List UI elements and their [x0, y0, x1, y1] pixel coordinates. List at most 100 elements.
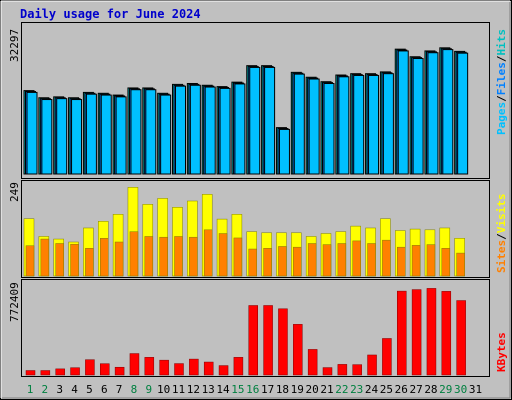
sites-bar-day-27 [411, 245, 421, 277]
pages-bar-day-1 [26, 91, 38, 175]
pages-bar-day-26 [397, 50, 409, 175]
pages-bar-day-21 [323, 82, 335, 175]
sites-bar-day-24 [367, 243, 376, 277]
day-label-8: 8 [131, 383, 138, 396]
kbytes-bar-day-3 [55, 368, 65, 376]
day-label-24: 24 [365, 383, 379, 396]
day-label-23: 23 [350, 383, 363, 396]
sites-bar-day-16 [248, 248, 257, 277]
day-label-27: 27 [409, 383, 422, 396]
sites-bar-day-19 [293, 246, 302, 277]
sites-bar-day-12 [189, 236, 198, 277]
pages-bar-day-20 [308, 78, 320, 175]
kbytes-panel-legend: KBytes [495, 332, 508, 372]
legend-hits: Hits [495, 29, 508, 56]
kbytes-bar-day-14 [218, 365, 229, 376]
pages-bar-day-12 [189, 84, 201, 175]
chart-title: Daily usage for June 2024 [20, 7, 201, 21]
kbytes-ymax-label: 772409 [8, 282, 21, 322]
sites-bar-day-23 [352, 240, 361, 277]
pages-bar-day-19 [293, 73, 305, 175]
day-label-21: 21 [320, 383, 333, 396]
sites-bar-day-3 [55, 243, 64, 277]
day-label-7: 7 [116, 383, 123, 396]
day-label-28: 28 [424, 383, 437, 396]
pages-bar-day-18 [278, 128, 290, 175]
pages-bar-day-14 [219, 87, 231, 175]
sites-bar-day-28 [426, 244, 436, 277]
sites-bar-day-5 [85, 248, 94, 277]
legend-sep-1: / [495, 95, 508, 102]
kbytes-bar-day-23 [352, 364, 362, 376]
sites-bar-day-15 [233, 237, 243, 277]
sites-bar-day-10 [159, 236, 168, 277]
visits-ymax-label: 249 [8, 182, 21, 202]
sites-bar-day-1 [25, 245, 35, 277]
day-label-10: 10 [157, 383, 170, 396]
pages-bar-day-4 [71, 99, 83, 175]
legend-files: Files [495, 62, 508, 95]
pages-bar-day-29 [442, 49, 454, 175]
legend-pages: Pages [495, 102, 508, 135]
legend-sep-3: / [495, 233, 508, 240]
day-label-26: 26 [395, 383, 408, 396]
day-label-30: 30 [454, 383, 467, 396]
kbytes-bar-day-5 [85, 359, 95, 376]
day-label-6: 6 [101, 383, 108, 396]
kbytes-bar-day-27 [411, 289, 422, 376]
day-labels: 1 2 3 4 5 6 7 8 9 10 11 12 13 14 15 16 17 18 19 20 21 22 23 24 2… [27, 383, 482, 396]
day-label-4: 4 [71, 383, 78, 396]
bars-layer [23, 47, 469, 376]
kbytes-bar-day-11 [174, 363, 184, 376]
day-label-15: 15 [231, 383, 244, 396]
day-label-9: 9 [145, 383, 152, 396]
sites-bar-day-29 [441, 248, 451, 277]
pages-bar-day-24 [368, 74, 380, 175]
sites-bar-day-21 [322, 244, 332, 277]
legend-sites: Sites [495, 240, 508, 273]
day-label-25: 25 [380, 383, 393, 396]
day-label-17: 17 [261, 383, 274, 396]
pages-bar-day-11 [175, 85, 186, 175]
day-label-14: 14 [216, 383, 230, 396]
pages-bar-day-2 [41, 99, 53, 175]
day-label-1: 1 [27, 383, 34, 396]
pages-bar-day-16 [249, 66, 261, 175]
pages-bar-day-6 [100, 94, 112, 175]
sites-bar-day-20 [307, 243, 317, 277]
pages-bar-day-15 [234, 83, 246, 175]
day-label-22: 22 [335, 383, 348, 396]
sites-bar-day-6 [100, 238, 109, 277]
kbytes-bar-day-12 [189, 358, 199, 376]
kbytes-bar-day-21 [322, 367, 333, 376]
kbytes-bar-day-30 [456, 300, 466, 376]
legend-visits: Visits [495, 194, 508, 234]
pages-bar-day-5 [85, 93, 97, 175]
kbytes-bar-day-24 [367, 354, 377, 376]
pages-bar-day-25 [382, 73, 394, 175]
day-label-3: 3 [56, 383, 63, 396]
kbytes-bar-day-19 [293, 324, 303, 376]
pages-bar-day-22 [338, 76, 350, 175]
sites-bar-day-17 [263, 248, 272, 277]
day-label-11: 11 [172, 383, 185, 396]
kbytes-bar-day-7 [114, 366, 125, 376]
kbytes-bar-day-15 [233, 357, 244, 376]
sites-bar-day-7 [114, 241, 124, 277]
day-label-16: 16 [246, 383, 259, 396]
legend-sep-2: / [495, 55, 508, 62]
day-label-31: 31 [469, 383, 482, 396]
day-label-12: 12 [187, 383, 200, 396]
kbytes-bar-day-1 [25, 370, 36, 376]
day-label-20: 20 [306, 383, 319, 396]
day-label-2: 2 [42, 383, 49, 396]
kbytes-bar-day-6 [100, 363, 110, 376]
legend-kbytes: KBytes [495, 332, 508, 372]
pages-bar-day-23 [353, 74, 365, 175]
sites-bar-day-25 [382, 239, 391, 277]
kbytes-bar-day-16 [248, 305, 258, 376]
pages-bar-day-7 [115, 96, 127, 175]
sites-bar-day-4 [70, 243, 79, 277]
sites-bar-day-26 [397, 246, 406, 277]
